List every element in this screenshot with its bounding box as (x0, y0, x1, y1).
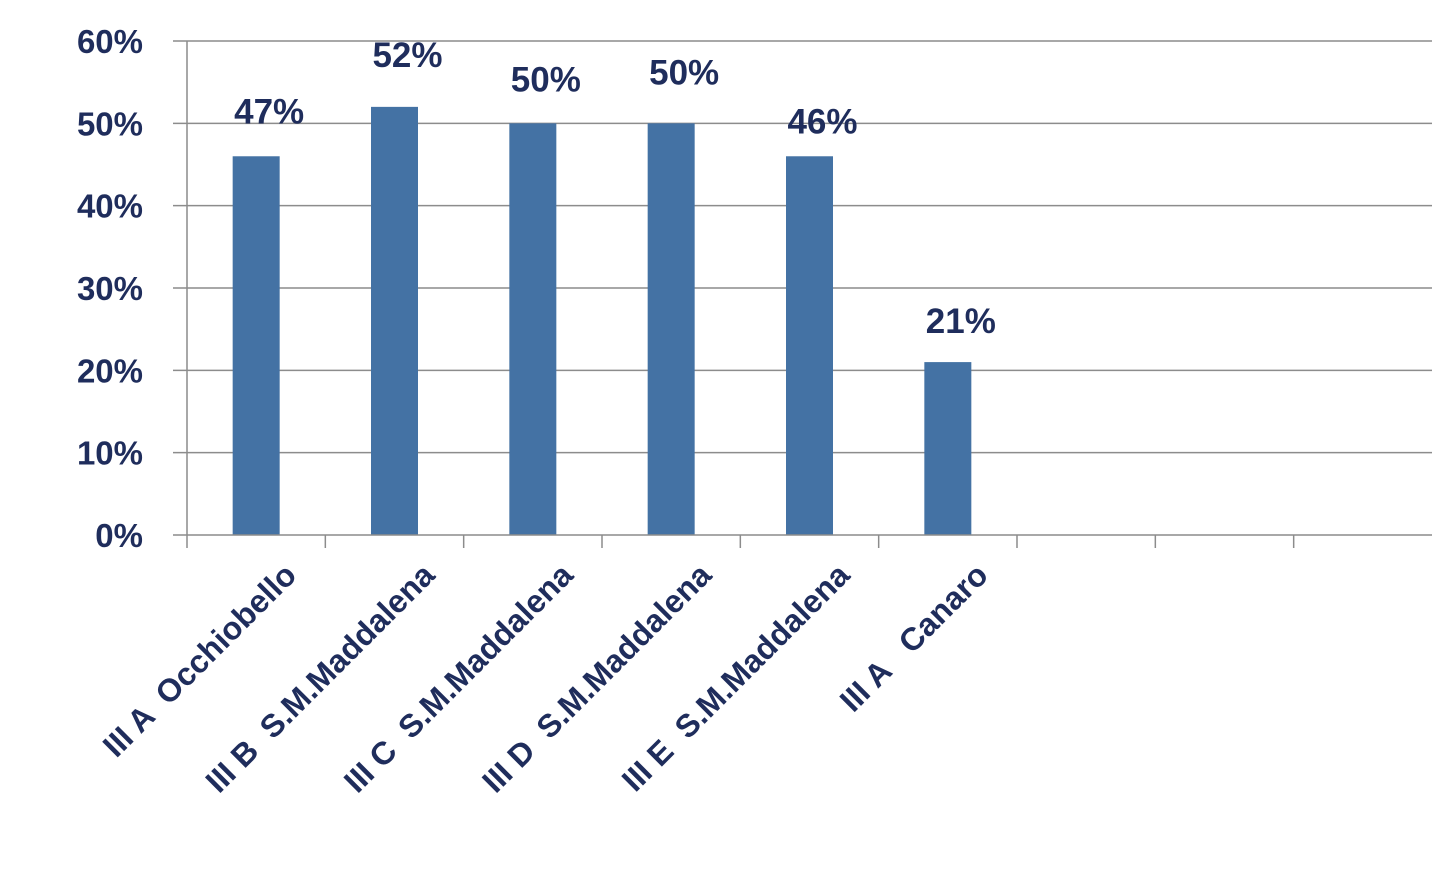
data-label: 50% (649, 53, 719, 92)
y-tick-label: 10% (77, 435, 143, 472)
data-label: 52% (372, 36, 442, 75)
y-tick-label: 40% (77, 188, 143, 225)
bar (924, 362, 972, 535)
category-label: III E S.M.Maddalena (615, 556, 857, 798)
x-axis (173, 41, 1432, 548)
bar (371, 106, 418, 535)
data-label: 47% (234, 92, 304, 131)
y-tick-label: 50% (77, 105, 143, 142)
bar (786, 156, 833, 535)
y-tick-label: 20% (77, 352, 143, 389)
category-label: III B S.M.Maddalena (198, 556, 441, 799)
y-tick-label: 0% (95, 517, 143, 554)
bar (647, 123, 695, 535)
y-tick-label: 60% (77, 23, 143, 60)
data-label: 46% (787, 102, 857, 141)
bar (509, 123, 557, 535)
category-label: III D S.M.Maddalena (475, 556, 718, 799)
bars (232, 106, 972, 535)
data-label: 21% (926, 302, 996, 341)
category-label: III A Canaro (833, 556, 995, 718)
data-labels: 47% 52% 50% 50% 46% 21% (234, 36, 996, 341)
category-label: III C S.M.Maddalena (337, 556, 580, 799)
data-label: 50% (511, 60, 581, 99)
bar (232, 156, 280, 535)
y-tick-label: 30% (77, 270, 143, 307)
y-axis-tick-labels: 0% 10% 20% 30% 40% 50% 60% (77, 23, 143, 554)
